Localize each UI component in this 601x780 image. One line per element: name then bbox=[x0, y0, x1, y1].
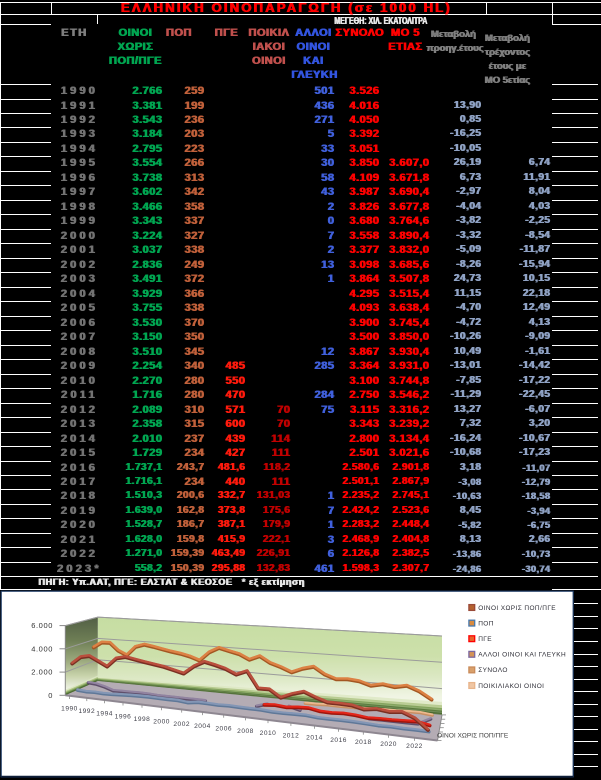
svg-text:ΣΥΝΟΛΟ: ΣΥΝΟΛΟ bbox=[478, 667, 508, 674]
svg-text:1990: 1990 bbox=[61, 705, 78, 712]
svg-text:2006: 2006 bbox=[215, 726, 232, 733]
svg-text:2020: 2020 bbox=[380, 741, 397, 748]
svg-text:1996: 1996 bbox=[115, 713, 132, 720]
svg-text:2010: 2010 bbox=[260, 730, 277, 737]
svg-text:1994: 1994 bbox=[96, 711, 113, 718]
svg-text:ΟΙΝΟΙ ΧΩΡΙΣ ΠΟΠ/ΠΓΕ: ΟΙΝΟΙ ΧΩΡΙΣ ΠΟΠ/ΠΓΕ bbox=[478, 605, 556, 612]
svg-text:2022: 2022 bbox=[406, 743, 423, 750]
svg-text:2012: 2012 bbox=[283, 732, 300, 739]
svg-text:1998: 1998 bbox=[134, 716, 151, 723]
svg-text:0: 0 bbox=[48, 691, 53, 700]
svg-text:2016: 2016 bbox=[330, 737, 347, 744]
svg-text:ΠΓΕ: ΠΓΕ bbox=[478, 636, 492, 643]
svg-text:4.000: 4.000 bbox=[31, 644, 53, 653]
svg-text:ΟΙΝΟΙ ΧΩΡΙΣ ΠΟΠ/ΠΓΕ: ΟΙΝΟΙ ΧΩΡΙΣ ΠΟΠ/ΠΓΕ bbox=[437, 733, 509, 740]
svg-text:2008: 2008 bbox=[237, 728, 254, 735]
svg-text:6.000: 6.000 bbox=[31, 621, 53, 630]
svg-text:2002: 2002 bbox=[173, 721, 190, 728]
svg-text:2018: 2018 bbox=[355, 739, 372, 746]
svg-text:2.000: 2.000 bbox=[31, 668, 53, 677]
svg-text:ΠΟΙΚΙΛΙΑΚΟΙ ΟΙΝΟΙ: ΠΟΙΚΙΛΙΑΚΟΙ ΟΙΝΟΙ bbox=[478, 683, 544, 690]
svg-text:1992: 1992 bbox=[78, 708, 95, 715]
svg-text:2004: 2004 bbox=[194, 723, 211, 730]
svg-text:2000: 2000 bbox=[153, 718, 170, 725]
svg-text:2014: 2014 bbox=[306, 735, 323, 742]
svg-text:ΠΟΠ: ΠΟΠ bbox=[478, 620, 494, 627]
svg-text:ΑΛΛΟΙ ΟΙΝΟΙ ΚΑΙ ΓΛΕΥΚΗ: ΑΛΛΟΙ ΟΙΝΟΙ ΚΑΙ ΓΛΕΥΚΗ bbox=[478, 652, 566, 659]
